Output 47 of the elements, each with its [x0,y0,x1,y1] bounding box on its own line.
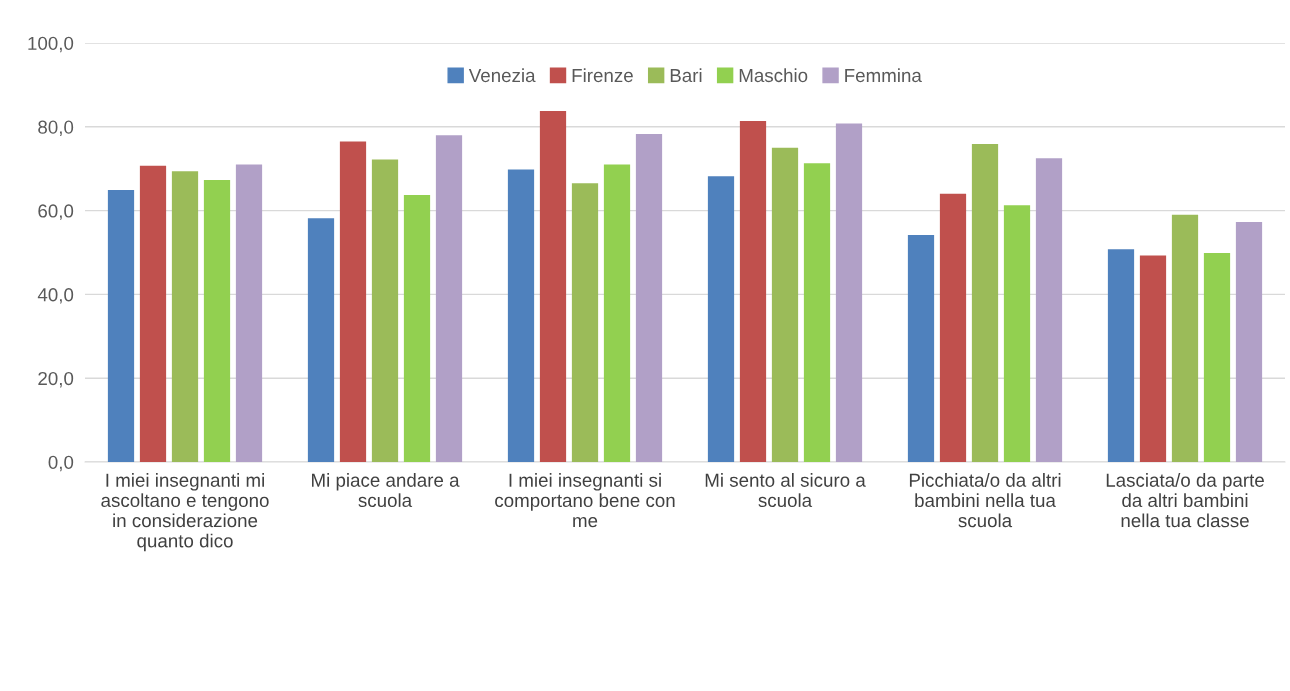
bar [1235,221,1263,462]
y-tick-label: 80,0 [38,120,74,136]
legend-label: Femmina [845,68,922,83]
legend-label: Bari [670,68,702,83]
bar [1107,249,1135,462]
bar [1171,214,1199,462]
x-tick-label: Mi sento al sicuro a scuola [705,473,866,508]
bar [771,147,799,462]
bar [1203,252,1231,462]
bar [907,234,935,462]
bar [1139,255,1167,462]
bar [539,110,567,462]
bar [1035,158,1063,462]
bar [235,164,263,462]
y-tick-label: 40,0 [37,288,74,304]
x-tick-label: Lasciata/o da parte da altri bambini nella tua classe [1106,473,1264,528]
bar [371,159,399,462]
y-tick-label: 100,0 [28,36,74,53]
x-tick-label: I miei insegnanti mi ascoltano e tengono in considerazione quanto dico [101,473,269,552]
bar [707,176,735,462]
bar [171,171,199,462]
bar [1003,205,1031,462]
bar [939,193,967,462]
bar [739,120,767,462]
bar [203,180,231,462]
y-tick-label: 20,0 [38,371,74,388]
bar [971,143,999,462]
x-tick-label: Mi piace andare a scuola [312,473,460,508]
bar [435,135,463,462]
x-tick-label: I miei insegnanti si comportano bene con me [495,473,675,528]
legend-label: Firenze [572,68,633,83]
y-tick-label: 60,0 [38,204,74,220]
bar [635,133,663,462]
bar [803,163,831,462]
bar [571,183,599,462]
bar [139,165,167,462]
y-tick-label: 0,0 [48,455,74,472]
bar [107,190,135,462]
bar [603,164,631,462]
bar [339,141,367,462]
bar [507,169,535,462]
bar [307,218,335,462]
legend-label: Maschio [739,68,808,83]
x-tick-label: Picchiata/o da altri bambini nella tua scuola [909,473,1061,528]
bar [403,195,431,462]
legend-label: Venezia [468,68,536,83]
bar [835,123,863,462]
